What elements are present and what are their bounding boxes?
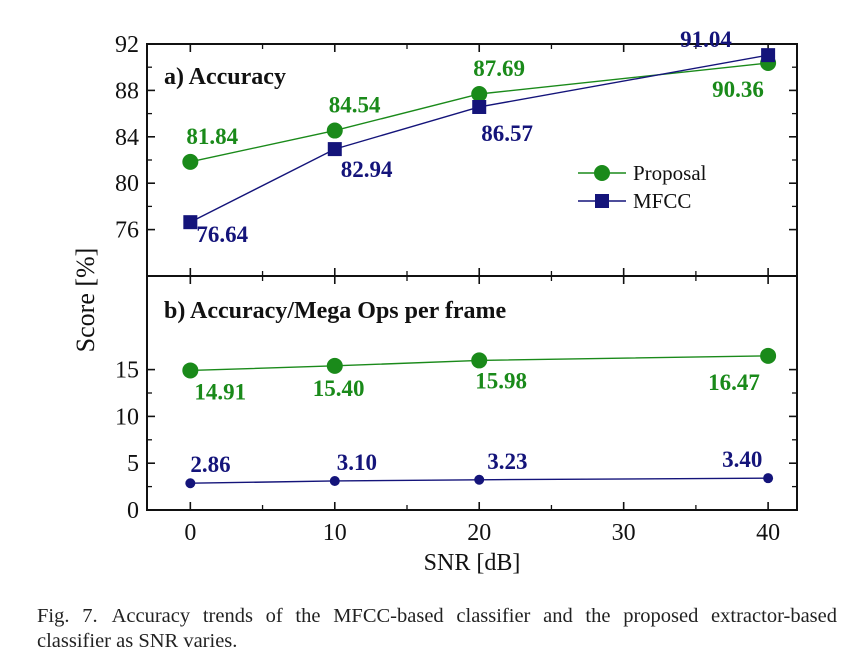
y-tick-label-b: 15 xyxy=(115,358,139,384)
data-point-a-1 xyxy=(183,215,198,230)
series-layer xyxy=(182,48,777,489)
data-label-a-1: 86.57 xyxy=(481,121,533,146)
y-axis-label: Score [%] xyxy=(71,248,100,353)
data-label-a-0: 90.36 xyxy=(712,77,764,102)
data-point-b-0 xyxy=(326,357,343,374)
series-line-a-0 xyxy=(190,62,769,163)
y-tick-label-a: 80 xyxy=(115,171,139,197)
data-label-a-0: 81.84 xyxy=(186,124,238,149)
data-point-b-1 xyxy=(185,478,196,489)
data-point-a-0 xyxy=(471,85,488,102)
data-label-b-0: 14.91 xyxy=(194,379,246,404)
y-tick-label-a: 76 xyxy=(115,218,139,244)
x-tick-label: 20 xyxy=(467,520,491,546)
data-point-b-1 xyxy=(329,475,340,486)
data-label-a-0: 84.54 xyxy=(329,93,381,118)
data-label-b-0: 15.40 xyxy=(313,376,365,401)
data-label-a-1: 91.04 xyxy=(680,27,732,52)
data-label-b-1: 3.23 xyxy=(487,449,527,474)
series-line-a-1 xyxy=(190,54,769,223)
data-point-a-1 xyxy=(761,48,776,63)
data-label-a-1: 76.64 xyxy=(196,222,248,247)
y-tick-label-b: 5 xyxy=(127,451,139,477)
text-layer: 76 80 84 88 92 a) Accuracy 81.84 84.54 87.69 90.3… xyxy=(71,27,780,576)
x-axis-label: SNR [dB] xyxy=(424,550,521,576)
y-tick-label-a: 92 xyxy=(115,32,139,58)
data-point-a-1 xyxy=(327,142,342,157)
data-point-b-1 xyxy=(474,474,485,485)
data-label-b-1: 3.10 xyxy=(337,450,377,475)
series-line-b-0 xyxy=(190,355,769,372)
data-label-a-1: 82.94 xyxy=(341,157,393,182)
data-label-b-0: 16.47 xyxy=(708,370,760,395)
data-point-a-0 xyxy=(182,153,199,170)
figure-chart: 76 80 84 88 92 a) Accuracy 81.84 84.54 87.69 90.3… xyxy=(71,27,798,576)
series-line-b-1 xyxy=(190,477,769,484)
y-tick-label-b: 0 xyxy=(127,498,139,524)
panel-title-a: a) Accuracy xyxy=(164,64,286,90)
legend-label-0: Proposal xyxy=(633,161,707,185)
x-tick-label: 10 xyxy=(323,520,347,546)
panel-title-b: b) Accuracy/Mega Ops per frame xyxy=(164,298,506,324)
figure-caption: Fig. 7. Accuracy trends of the MFCC-based… xyxy=(37,604,837,654)
y-tick-label-a: 84 xyxy=(115,125,139,151)
y-tick-label-a: 88 xyxy=(115,78,139,104)
x-tick-label: 0 xyxy=(184,520,196,546)
data-point-b-0 xyxy=(182,362,199,379)
data-label-a-0: 87.69 xyxy=(473,56,525,81)
data-label-b-1: 3.40 xyxy=(722,447,762,472)
caption-text: Accuracy trends of the MFCC-based classi… xyxy=(37,605,837,652)
data-label-b-1: 2.86 xyxy=(190,452,230,477)
legend-marker-0 xyxy=(594,165,610,181)
data-point-b-0 xyxy=(760,347,777,364)
x-tick-label: 40 xyxy=(756,520,780,546)
data-point-b-1 xyxy=(763,473,774,484)
data-point-a-0 xyxy=(326,122,343,139)
y-tick-label-b: 10 xyxy=(115,404,139,430)
axes-layer xyxy=(146,43,798,511)
data-point-b-0 xyxy=(471,352,488,369)
legend-label-1: MFCC xyxy=(633,189,691,213)
legend-marker-1 xyxy=(595,194,609,208)
x-tick-label: 30 xyxy=(612,520,636,546)
data-point-a-1 xyxy=(472,99,487,114)
data-label-b-0: 15.98 xyxy=(475,368,527,393)
caption-number: Fig. 7. xyxy=(37,605,98,627)
